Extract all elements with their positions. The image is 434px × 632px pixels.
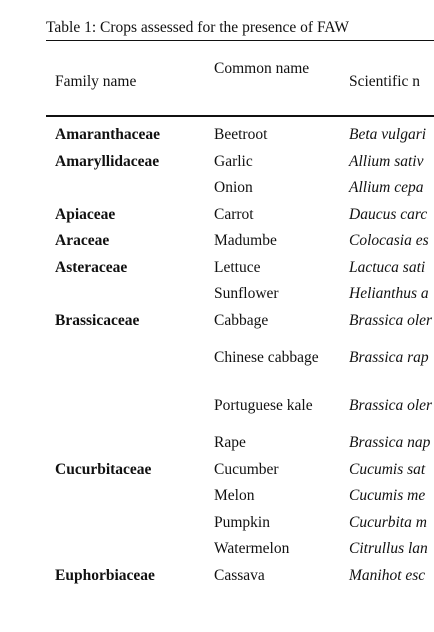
common-name-cell: Rape: [214, 434, 246, 452]
common-name-cell: Cabbage: [214, 311, 269, 329]
common-name-cell: Portuguese kale: [214, 397, 313, 414]
table-row: Brassicaceae Cabbage Brassica oler: [0, 308, 434, 335]
family-cell: Araceae: [55, 232, 110, 250]
scientific-name-cell: Brassica rap: [349, 349, 429, 366]
table-row: Araceae Madumbe Colocasia es: [0, 228, 434, 255]
scientific-name-cell: Brassica nap: [349, 434, 431, 452]
scientific-name-cell: Citrullus lan: [349, 540, 428, 558]
scientific-name-cell: Cucumis me: [349, 487, 426, 505]
table-row: Amaryllidaceae Garlic Allium sativ: [0, 149, 434, 176]
common-name-cell: Cassava: [214, 566, 265, 584]
table-row: Asteraceae Lettuce Lactuca sati: [0, 255, 434, 282]
scientific-name-cell: Cucurbita m: [349, 513, 427, 531]
common-name-cell: Carrot: [214, 205, 254, 223]
common-name-cell: Pumpkin: [214, 513, 270, 531]
family-cell: Asteraceae: [55, 258, 128, 276]
table-body: Amaranthaceae Beetroot Beta vulgari Amar…: [0, 122, 434, 589]
family-cell: Apiaceae: [55, 205, 116, 223]
common-name-cell: Onion: [214, 179, 253, 197]
common-name-cell: Garlic: [214, 152, 253, 170]
table-row: Euphorbiaceae Cassava Manihot esc: [0, 563, 434, 590]
scientific-name-cell: Cucumis sat: [349, 460, 426, 478]
common-name-cell: Cucumber: [214, 460, 279, 478]
table-row: Chinese cabbage Brassica rap: [0, 334, 434, 382]
table-row: Pumpkin Cucurbita m: [0, 510, 434, 537]
table-row: Amaranthaceae Beetroot Beta vulgari: [0, 122, 434, 149]
scientific-name-cell: Manihot esc: [349, 566, 426, 584]
scientific-name-cell: Brassica oler: [349, 311, 433, 329]
header-scientific-name: Scientific n: [349, 73, 421, 90]
family-cell: Cucurbitaceae: [55, 460, 152, 478]
family-cell: Brassicaceae: [55, 311, 140, 329]
table-row: Onion Allium cepa: [0, 175, 434, 202]
common-name-cell: Watermelon: [214, 540, 290, 558]
common-name-cell: Melon: [214, 487, 255, 505]
table-caption: Table 1: Crops assessed for the presence…: [46, 19, 349, 36]
header-rule: [46, 115, 434, 117]
scientific-name-cell: Helianthus a: [349, 285, 429, 303]
table-row: Cucurbitaceae Cucumber Cucumis sat: [0, 457, 434, 484]
table-row: Apiaceae Carrot Daucus carc: [0, 202, 434, 229]
table-row: Melon Cucumis me: [0, 483, 434, 510]
common-name-cell: Lettuce: [214, 258, 261, 276]
family-cell: Euphorbiaceae: [55, 566, 155, 584]
table-row: Sunflower Helianthus a: [0, 281, 434, 308]
family-cell: Amaryllidaceae: [55, 152, 160, 170]
scientific-name-cell: Colocasia es: [349, 232, 429, 250]
common-name-cell: Sunflower: [214, 285, 279, 303]
scientific-name-cell: Daucus carc: [349, 205, 428, 223]
common-name-cell: Chinese cabbage: [214, 349, 319, 366]
table-row: Watermelon Citrullus lan: [0, 536, 434, 563]
scientific-name-cell: Allium cepa: [349, 179, 424, 197]
table-row: Rape Brassica nap: [0, 430, 434, 457]
table-row: Portuguese kale Brassica oler: [0, 382, 434, 430]
scientific-name-cell: Lactuca sati: [349, 258, 426, 276]
header-family: Family name: [55, 73, 137, 90]
header-common-name: Common name: [214, 60, 310, 77]
common-name-cell: Madumbe: [214, 232, 277, 250]
common-name-cell: Beetroot: [214, 126, 268, 144]
scientific-name-cell: Beta vulgari: [349, 126, 427, 144]
scientific-name-cell: Brassica oler: [349, 397, 433, 414]
family-cell: Amaranthaceae: [55, 126, 161, 144]
top-rule: [46, 40, 434, 41]
scientific-name-cell: Allium sativ: [349, 152, 424, 170]
